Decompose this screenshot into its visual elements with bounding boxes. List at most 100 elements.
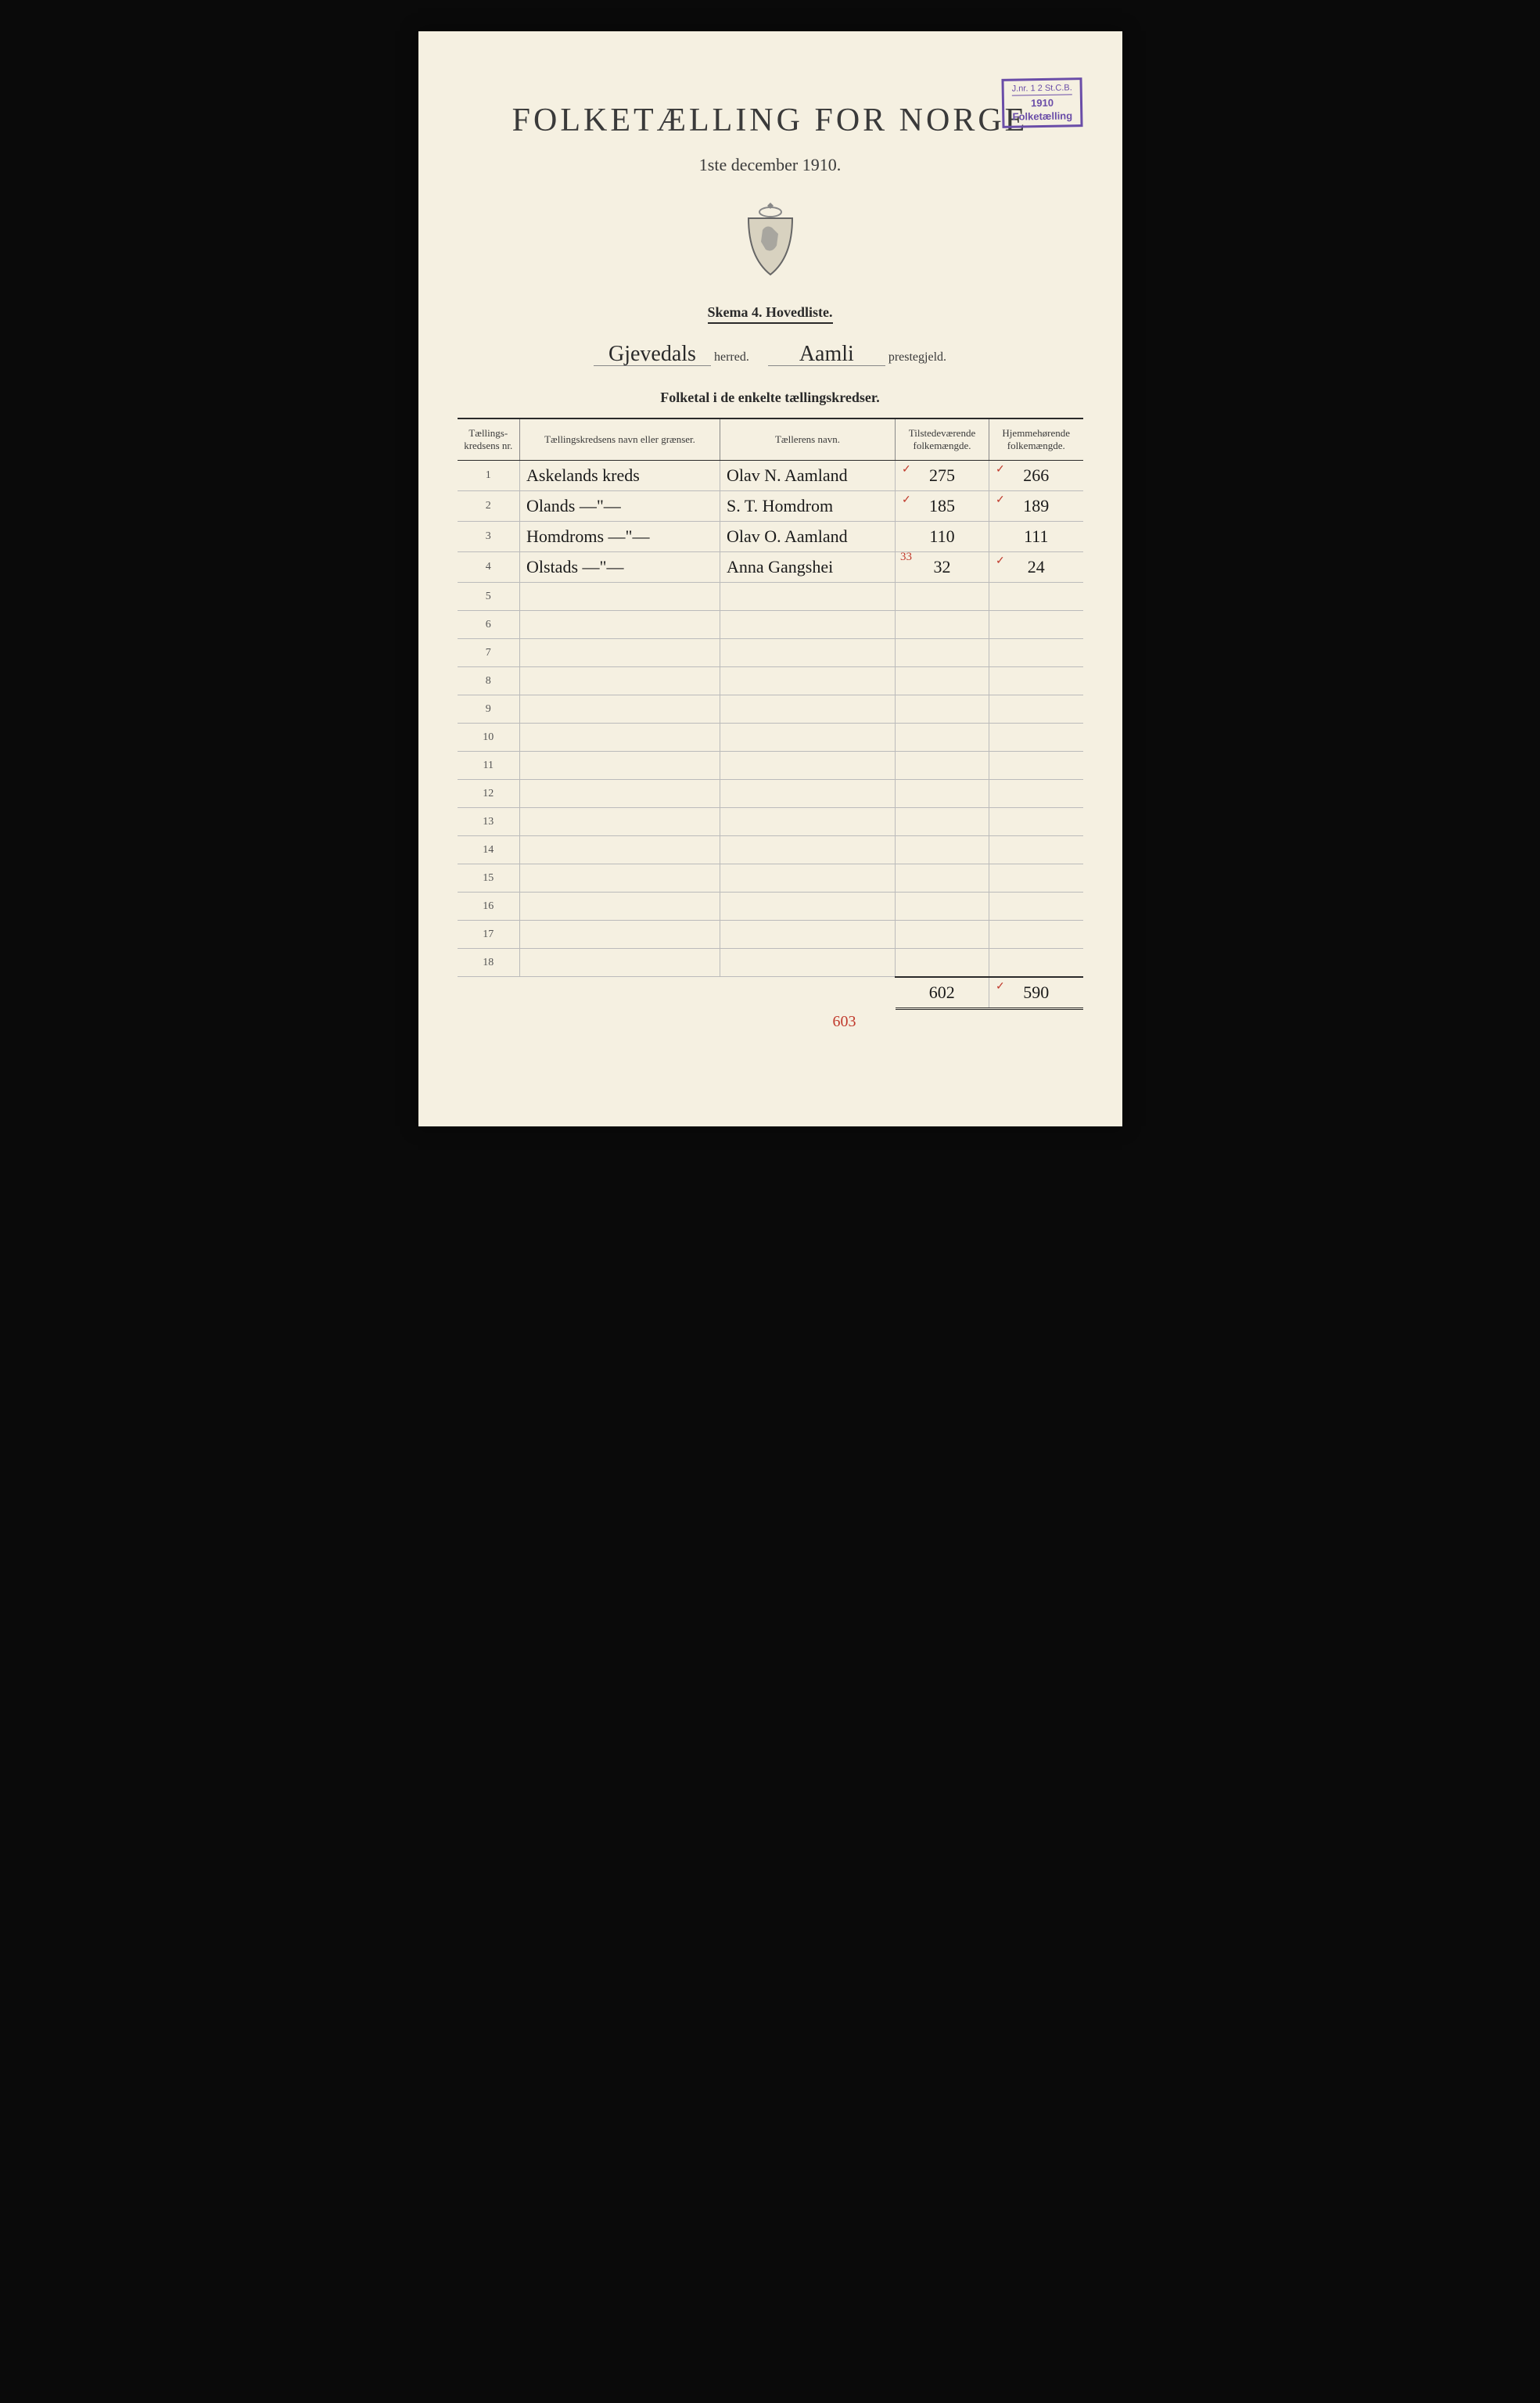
- cell-district-name: Olstads —"—: [520, 552, 720, 583]
- cell-empty: [896, 695, 989, 724]
- cell-empty: [989, 724, 1083, 752]
- cell-empty: [896, 667, 989, 695]
- total-resident: 590: [989, 977, 1083, 1009]
- crest-svg: [739, 203, 802, 277]
- stamp-year: 1910: [1012, 95, 1072, 110]
- cell-nr: 6: [458, 611, 520, 639]
- table-row-empty: 17: [458, 921, 1083, 949]
- cell-empty: [520, 780, 720, 808]
- cell-counter-name: S. T. Homdrom: [720, 491, 896, 522]
- stamp-label: Folketælling: [1013, 110, 1073, 122]
- table-row-empty: 8: [458, 667, 1083, 695]
- cell-resident: 111: [989, 522, 1083, 552]
- cell-nr: 14: [458, 836, 520, 864]
- cell-counter-name: Anna Gangshei: [720, 552, 896, 583]
- cell-resident: 24: [989, 552, 1083, 583]
- date-subtitle: 1ste december 1910.: [458, 155, 1083, 175]
- cell-empty: [989, 695, 1083, 724]
- archive-stamp: J.nr. 1 2 St.C.B. 1910 Folketælling: [1002, 77, 1083, 128]
- herred-line: Gjevedals herred. Aamli prestegjeld.: [458, 343, 1083, 366]
- stamp-stcb: St.C.B.: [1045, 83, 1072, 93]
- stamp-jnr: J.nr. 1: [1012, 84, 1036, 94]
- table-header-row: Tællings- kredsens nr. Tællingskredsens …: [458, 418, 1083, 461]
- cell-nr: 8: [458, 667, 520, 695]
- table-row-empty: 12: [458, 780, 1083, 808]
- cell-empty: [520, 667, 720, 695]
- coat-of-arms-icon: [739, 203, 802, 277]
- herred-label: herred.: [714, 350, 749, 364]
- cell-empty: [896, 949, 989, 977]
- cell-empty: [896, 864, 989, 893]
- cell-district-name: Olands —"—: [520, 491, 720, 522]
- cell-empty: [896, 780, 989, 808]
- prestegjeld-label: prestegjeld.: [888, 350, 946, 364]
- cell-counter-name: Olav O. Aamland: [720, 522, 896, 552]
- cell-empty: [989, 583, 1083, 611]
- cell-nr: 15: [458, 864, 520, 893]
- cell-empty: [989, 836, 1083, 864]
- cell-empty: [520, 639, 720, 667]
- cell-empty: [720, 724, 896, 752]
- table-row-empty: 6: [458, 611, 1083, 639]
- document-page: J.nr. 1 2 St.C.B. 1910 Folketælling FOLK…: [418, 31, 1122, 1126]
- cell-empty: [520, 583, 720, 611]
- cell-present: 3332: [896, 552, 989, 583]
- cell-empty: [989, 893, 1083, 921]
- cell-empty: [989, 808, 1083, 836]
- census-table: Tællings- kredsens nr. Tællingskredsens …: [458, 418, 1083, 1010]
- cell-empty: [896, 611, 989, 639]
- cell-empty: [989, 780, 1083, 808]
- col-header-counter: Tællerens navn.: [720, 418, 896, 461]
- stamp-mid: 2: [1038, 84, 1043, 93]
- cell-nr: 13: [458, 808, 520, 836]
- cell-resident: 189: [989, 491, 1083, 522]
- red-total-correction: 603: [458, 1013, 1083, 1031]
- table-row-empty: 5: [458, 583, 1083, 611]
- table-row-empty: 18: [458, 949, 1083, 977]
- cell-empty: [520, 611, 720, 639]
- table-row-empty: 7: [458, 639, 1083, 667]
- cell-empty: [720, 583, 896, 611]
- table-row-empty: 13: [458, 808, 1083, 836]
- skema-label: Skema 4. Hovedliste.: [708, 304, 833, 324]
- cell-empty: [896, 639, 989, 667]
- cell-empty: [720, 836, 896, 864]
- cell-empty: [896, 921, 989, 949]
- cell-empty: [720, 893, 896, 921]
- red-total-value: 603: [833, 1013, 856, 1030]
- skema-wrap: Skema 4. Hovedliste.: [458, 304, 1083, 324]
- total-present: 602: [896, 977, 989, 1009]
- cell-nr: 16: [458, 893, 520, 921]
- col-header-name: Tællingskredsens navn eller grænser.: [520, 418, 720, 461]
- cell-empty: [989, 611, 1083, 639]
- cell-empty: [720, 695, 896, 724]
- cell-present: 185: [896, 491, 989, 522]
- cell-empty: [896, 808, 989, 836]
- cell-empty: [520, 949, 720, 977]
- cell-empty: [520, 864, 720, 893]
- cell-nr: 9: [458, 695, 520, 724]
- cell-empty: [720, 611, 896, 639]
- cell-empty: [896, 724, 989, 752]
- cell-counter-name: Olav N. Aamland: [720, 461, 896, 491]
- cell-present: 275: [896, 461, 989, 491]
- cell-empty: [896, 752, 989, 780]
- cell-nr: 2: [458, 491, 520, 522]
- cell-nr: 3: [458, 522, 520, 552]
- table-row: 3Homdroms —"—Olav O. Aamland110111: [458, 522, 1083, 552]
- totals-row: 602590: [458, 977, 1083, 1009]
- cell-empty: [989, 864, 1083, 893]
- cell-empty: [989, 921, 1083, 949]
- table-row-empty: 15: [458, 864, 1083, 893]
- cell-empty: [989, 667, 1083, 695]
- cell-empty: [520, 695, 720, 724]
- cell-empty: [720, 752, 896, 780]
- section-header: Folketal i de enkelte tællingskredser.: [458, 390, 1083, 406]
- table-row-empty: 14: [458, 836, 1083, 864]
- cell-empty: [520, 836, 720, 864]
- cell-resident: 266: [989, 461, 1083, 491]
- cell-empty: [520, 921, 720, 949]
- stamp-top-row: J.nr. 1 2 St.C.B.: [1012, 83, 1072, 95]
- col-header-resident: Hjemmehørende folkemængde.: [989, 418, 1083, 461]
- cell-empty: [989, 639, 1083, 667]
